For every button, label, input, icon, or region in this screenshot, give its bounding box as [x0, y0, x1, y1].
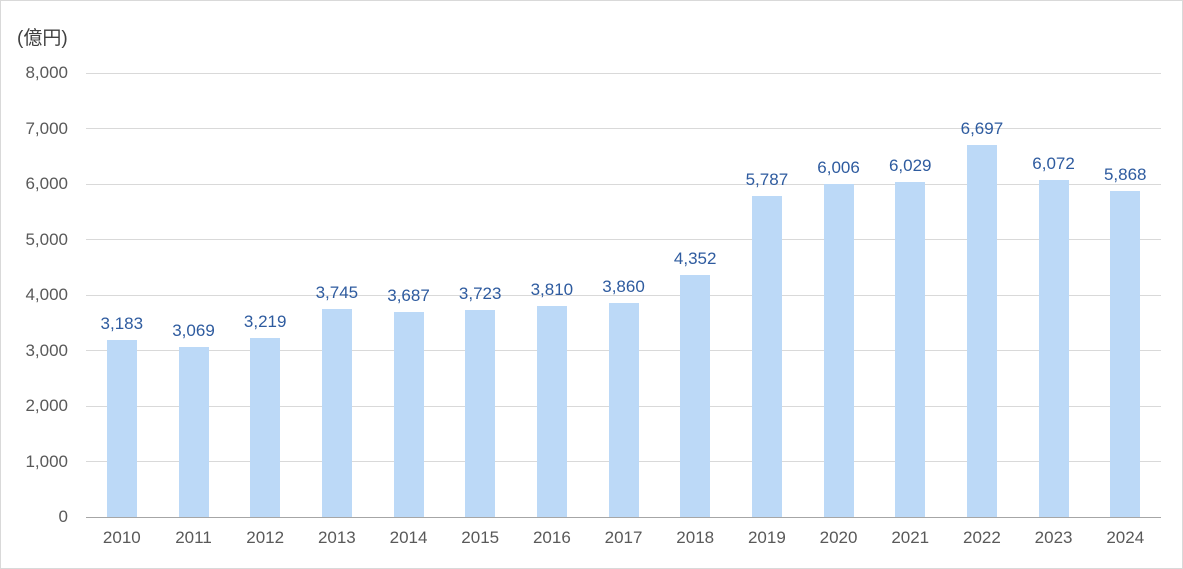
- x-tick-label: 2012: [246, 528, 285, 547]
- bar-value-label: 6,072: [1032, 154, 1075, 174]
- bar-slot-2014: 3,687: [373, 73, 445, 517]
- plot-area: 3,183 3,069 3,219 3,745 3,687 3,723 3,810 3,860…: [86, 72, 1161, 518]
- x-tick-label: 2020: [819, 528, 858, 547]
- y-tick-label: 4,000: [25, 285, 68, 304]
- bar-2011: [178, 346, 209, 517]
- bar-2012: [250, 338, 281, 517]
- bar-slot-2023: 6,072: [1018, 73, 1090, 517]
- bar-2017: [608, 302, 639, 517]
- x-tick-label: 2016: [532, 528, 571, 547]
- x-axis-tick-labels: 2010 2011 2012 2013 2014 2015 2016 2017 2018 2019…: [86, 528, 1161, 548]
- bar-slot-2020: 6,006: [803, 73, 875, 517]
- bar-slot-2016: 3,810: [516, 73, 588, 517]
- bar-value-label: 3,687: [387, 286, 430, 306]
- bar-slot-2015: 3,723: [444, 73, 516, 517]
- y-axis-tick-labels: 0 1,000 2,000 3,000 4,000 5,000 6,000 7,000 8,00…: [1, 63, 68, 526]
- bar-value-label: 3,745: [315, 283, 359, 303]
- bar-value-label: 4,352: [673, 249, 717, 269]
- bar-2018: [680, 275, 711, 517]
- bar-slot-2019: 5,787: [731, 73, 803, 517]
- bar-value-label: 3,183: [100, 314, 144, 334]
- bar-slot-2017: 3,860: [588, 73, 660, 517]
- bar-slot-2010: 3,183: [86, 73, 158, 517]
- bar-slot-2024: 5,868: [1089, 73, 1161, 517]
- bar-value-label: 3,219: [243, 312, 287, 332]
- bar-value-label: 6,029: [888, 156, 932, 176]
- bar-2014: [393, 312, 424, 517]
- bar-slot-2021: 6,029: [874, 73, 946, 517]
- bar-2020: [823, 183, 854, 517]
- bar-2023: [1038, 180, 1069, 517]
- gridline: [86, 294, 1161, 296]
- x-tick-label: 2015: [461, 528, 500, 547]
- bar-value-label: 5,868: [1103, 165, 1147, 185]
- bar-slot-2012: 3,219: [229, 73, 301, 517]
- bar-value-label: 5,787: [745, 169, 789, 189]
- x-tick-label: 2013: [317, 528, 356, 547]
- y-tick-label: 0: [58, 507, 68, 526]
- x-tick-label: 2022: [962, 528, 1001, 547]
- bar-2010: [106, 340, 137, 517]
- gridline: [86, 239, 1161, 240]
- x-tick-label: 2021: [891, 528, 930, 547]
- bar-value-label: 3,723: [458, 284, 502, 304]
- x-tick-label: 2017: [604, 528, 643, 547]
- y-tick-label: 6,000: [25, 174, 68, 193]
- x-axis-line: [86, 516, 1161, 518]
- bar-value-label: 3,810: [530, 279, 574, 299]
- gridline: [86, 183, 1161, 185]
- y-tick-label: 1,000: [25, 451, 68, 471]
- y-tick-label: 8,000: [25, 63, 68, 82]
- bar-2019: [751, 195, 782, 517]
- y-axis-unit-label: (億円): [17, 28, 68, 49]
- y-tick-label: 3,000: [25, 340, 68, 360]
- x-tick-label: 2024: [1106, 528, 1145, 547]
- bar-value-label: 6,006: [817, 157, 860, 177]
- gridline: [86, 128, 1161, 129]
- bar-2022: [966, 145, 997, 517]
- bar-2021: [895, 182, 926, 517]
- bar-2013: [321, 309, 352, 517]
- bar-2024: [1110, 191, 1141, 517]
- bar-slot-2011: 3,069: [158, 73, 230, 517]
- y-tick-label: 7,000: [25, 118, 68, 138]
- bar-value-label: 6,697: [960, 119, 1004, 139]
- x-tick-label: 2010: [102, 528, 141, 547]
- bar-slot-2018: 4,352: [659, 73, 731, 517]
- bar-value-label: 3,069: [172, 320, 215, 340]
- y-tick-label: 5,000: [25, 229, 68, 249]
- x-tick-label: 2023: [1034, 528, 1073, 547]
- x-tick-label: 2018: [676, 528, 715, 547]
- bar-2016: [536, 305, 567, 517]
- bar-slot-2013: 3,745: [301, 73, 373, 517]
- y-tick-label: 2,000: [25, 396, 68, 415]
- bar-series: 3,183 3,069 3,219 3,745 3,687 3,723 3,810 3,860…: [86, 73, 1161, 517]
- bar-2015: [465, 310, 496, 517]
- gridline: [86, 72, 1161, 74]
- x-tick-label: 2019: [747, 528, 786, 547]
- x-tick-label: 2011: [175, 528, 212, 547]
- bar-value-label: 3,860: [602, 276, 645, 296]
- x-tick-label: 2014: [389, 528, 428, 547]
- bar-slot-2022: 6,697: [946, 73, 1018, 517]
